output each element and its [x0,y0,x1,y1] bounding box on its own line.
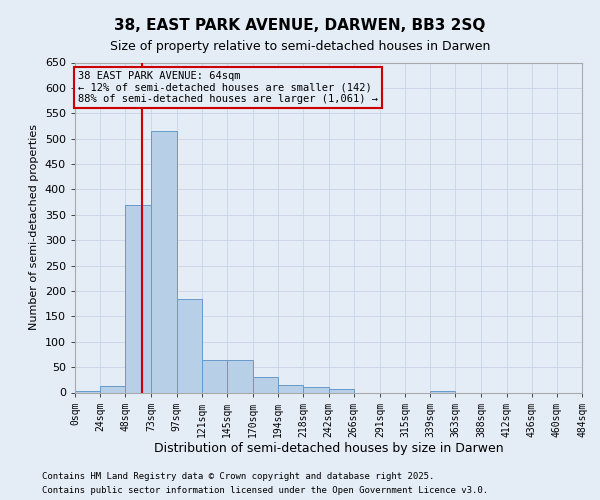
Bar [75,391,100,392]
Bar [151,131,176,392]
Bar [227,360,253,392]
Bar [100,386,125,392]
Bar [278,385,304,392]
Bar [176,298,202,392]
Bar [304,388,329,392]
Text: 38 EAST PARK AVENUE: 64sqm
← 12% of semi-detached houses are smaller (142)
88% o: 38 EAST PARK AVENUE: 64sqm ← 12% of semi… [78,71,378,104]
Bar [329,390,353,392]
Bar [253,378,278,392]
Bar [125,204,151,392]
Bar [202,360,227,392]
X-axis label: Distribution of semi-detached houses by size in Darwen: Distribution of semi-detached houses by … [154,442,503,456]
Text: Size of property relative to semi-detached houses in Darwen: Size of property relative to semi-detach… [110,40,490,53]
Y-axis label: Number of semi-detached properties: Number of semi-detached properties [29,124,39,330]
Text: Contains public sector information licensed under the Open Government Licence v3: Contains public sector information licen… [42,486,488,495]
Text: Contains HM Land Registry data © Crown copyright and database right 2025.: Contains HM Land Registry data © Crown c… [42,472,434,481]
Text: 38, EAST PARK AVENUE, DARWEN, BB3 2SQ: 38, EAST PARK AVENUE, DARWEN, BB3 2SQ [115,18,485,32]
Bar [430,391,455,392]
